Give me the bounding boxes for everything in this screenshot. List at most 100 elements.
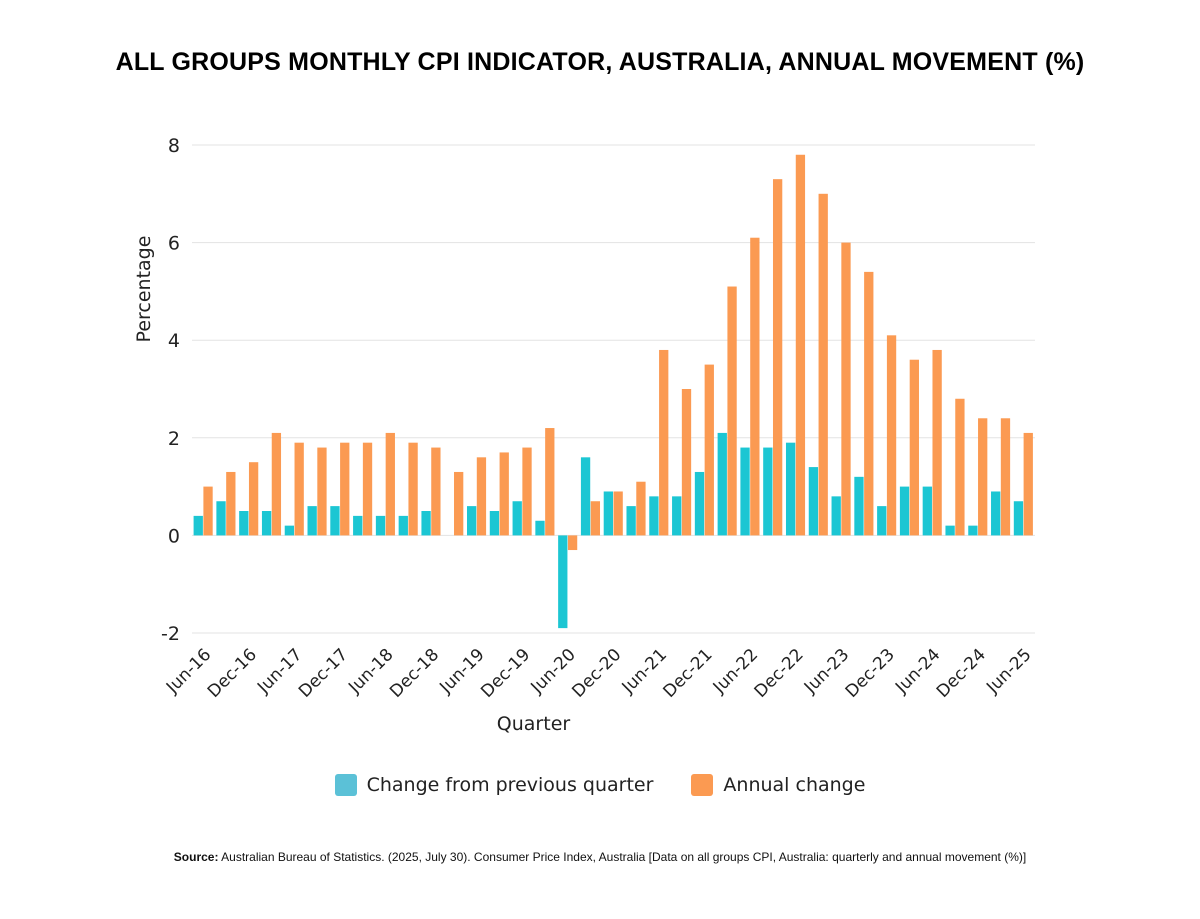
bar-annual <box>340 442 350 536</box>
bar-annual <box>271 432 282 536</box>
bar-annual <box>317 447 327 536</box>
bar-annual <box>818 193 828 536</box>
bar-quarterly <box>489 511 500 536</box>
bar-annual <box>932 349 942 536</box>
bar-quarterly <box>649 496 659 536</box>
y-tick-label: 4 <box>168 330 180 352</box>
x-tick-label: Dec-18 <box>386 645 443 702</box>
bar-quarterly <box>216 501 226 536</box>
bar-quarterly <box>398 515 408 536</box>
bar-annual <box>476 457 487 536</box>
bar-annual <box>750 237 760 536</box>
bar-chart: -202468Jun-16Dec-16Jun-17Dec-17Jun-18Dec… <box>133 135 1036 735</box>
bar-annual <box>704 364 714 536</box>
x-tick-label: Dec-17 <box>295 645 352 702</box>
legend-swatch-quarterly <box>334 774 357 796</box>
bar-annual <box>681 389 692 536</box>
bar-annual <box>362 442 373 536</box>
bar-annual <box>864 271 874 536</box>
bar-annual <box>727 286 737 536</box>
bar-quarterly <box>261 511 272 536</box>
bar-annual <box>1023 432 1033 536</box>
y-tick-label: 8 <box>168 135 180 157</box>
bar-annual <box>545 428 555 536</box>
legend-swatch-annual <box>691 774 714 796</box>
bar-annual <box>203 486 213 536</box>
bar-annual <box>795 154 806 536</box>
bar-quarterly <box>785 442 796 536</box>
x-tick-label: Dec-22 <box>751 645 808 702</box>
bar-quarterly <box>831 496 841 536</box>
bar-annual <box>248 462 259 536</box>
bar-quarterly <box>467 506 477 536</box>
bar-quarterly <box>740 447 750 536</box>
bar-quarterly <box>717 432 727 536</box>
y-tick-label: -2 <box>161 623 180 645</box>
bar-quarterly <box>421 511 431 536</box>
x-tick-label: Dec-24 <box>933 645 990 702</box>
bar-annual <box>590 501 601 536</box>
bar-quarterly <box>968 525 978 536</box>
bar-annual <box>772 179 783 536</box>
source-text: Australian Bureau of Statistics. (2025, … <box>218 850 1027 864</box>
bar-annual <box>841 242 851 536</box>
legend: Change from previous quarter Annual chan… <box>0 774 1200 796</box>
legend-label: Change from previous quarter <box>366 774 654 796</box>
bar-annual <box>613 491 623 536</box>
bar-annual <box>408 442 418 536</box>
x-tick-label: Jun-25 <box>982 645 1035 698</box>
bar-quarterly <box>535 520 545 536</box>
y-tick-label: 0 <box>168 525 180 547</box>
bar-quarterly <box>922 486 932 536</box>
bar-annual <box>567 535 578 551</box>
bar-quarterly <box>193 515 203 536</box>
x-tick-label: Dec-19 <box>477 645 534 702</box>
bar-quarterly <box>991 491 1001 536</box>
bar-quarterly <box>558 535 568 629</box>
bar-quarterly <box>877 506 887 536</box>
bar-quarterly <box>375 515 386 536</box>
x-tick-label: Dec-16 <box>204 645 261 702</box>
bar-annual <box>431 447 441 536</box>
y-tick-label: 6 <box>168 233 180 255</box>
bar-quarterly <box>239 511 249 536</box>
source-note: Source: Australian Bureau of Statistics.… <box>0 850 1200 864</box>
bar-annual <box>978 418 988 536</box>
bar-quarterly <box>626 506 636 536</box>
bar-annual <box>499 452 509 536</box>
x-tick-label: Dec-20 <box>568 645 625 702</box>
bar-quarterly <box>603 491 613 536</box>
bar-quarterly <box>763 447 773 536</box>
bar-quarterly <box>307 506 317 536</box>
bar-quarterly <box>672 496 682 536</box>
y-tick-label: 2 <box>168 428 180 450</box>
bar-annual <box>659 349 669 536</box>
bar-annual <box>385 432 395 536</box>
bar-quarterly <box>1013 501 1024 536</box>
x-axis-label: Quarter <box>497 713 571 735</box>
bar-quarterly <box>808 467 819 536</box>
bar-annual <box>886 335 897 536</box>
source-label: Source: <box>173 850 219 864</box>
x-tick-label: Dec-23 <box>842 645 899 702</box>
bar-annual <box>522 447 532 536</box>
bar-quarterly <box>284 525 295 536</box>
bar-quarterly <box>330 506 340 536</box>
bar-annual <box>454 471 464 536</box>
legend-item-annual: Annual change <box>691 774 865 796</box>
legend-item-quarterly: Change from previous quarter <box>334 774 654 796</box>
y-axis-label: Percentage <box>133 236 155 343</box>
x-tick-label: Dec-21 <box>660 645 717 702</box>
legend-label: Annual change <box>723 774 866 796</box>
chart-title: ALL GROUPS MONTHLY CPI INDICATOR, AUSTRA… <box>115 48 1085 76</box>
bar-annual <box>955 398 965 536</box>
bar-quarterly <box>353 515 363 536</box>
bar-annual <box>226 471 236 536</box>
bar-quarterly <box>580 457 591 536</box>
bar-quarterly <box>512 501 522 536</box>
bar-annual <box>1000 418 1011 536</box>
bar-quarterly <box>854 476 864 536</box>
bar-annual <box>294 442 304 536</box>
bar-quarterly <box>899 486 910 536</box>
bar-quarterly <box>694 471 705 536</box>
